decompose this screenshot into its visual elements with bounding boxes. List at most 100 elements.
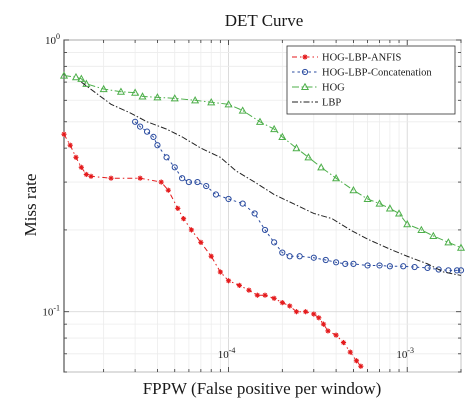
data-point-hog-lbp-concatenation xyxy=(154,142,161,149)
data-point-hog-lbp-anfis xyxy=(320,321,327,327)
data-point-hog xyxy=(59,71,69,79)
data-point-hog-lbp-concatenation xyxy=(364,262,371,269)
data-point-hog-lbp-anfis xyxy=(316,315,322,321)
data-point-hog xyxy=(153,93,162,101)
legend-label-hog: HOG xyxy=(322,83,345,94)
data-point-hog xyxy=(429,231,438,240)
legend-marker-hog xyxy=(300,82,310,91)
data-point-hog-lbp-concatenation xyxy=(150,133,157,140)
data-point-hog-lbp-concatenation xyxy=(143,128,151,135)
data-point-hog-lbp-concatenation xyxy=(239,200,246,207)
data-point-hog xyxy=(349,185,358,194)
data-point-hog-lbp-concatenation xyxy=(203,182,210,190)
series-line-hog xyxy=(63,75,462,249)
data-point-hog-lbp-concatenation xyxy=(435,266,442,273)
x-tick-label: 10-4 xyxy=(218,346,236,361)
data-point-hog xyxy=(170,94,179,102)
series-hog xyxy=(59,71,466,251)
data-point-hog xyxy=(292,143,301,152)
data-point-hog-lbp-anfis xyxy=(311,311,317,317)
data-point-hog-lbp-anfis xyxy=(198,239,204,245)
data-point-hog xyxy=(332,173,341,182)
data-point-hog-lbp-anfis xyxy=(217,269,223,275)
data-point-hog xyxy=(270,124,279,133)
data-point-hog-lbp-anfis xyxy=(333,332,339,338)
data-point-hog-lbp-concatenation xyxy=(453,267,461,274)
data-point-hog-lbp-anfis xyxy=(246,287,252,293)
data-point-hog xyxy=(363,194,372,203)
data-point-hog xyxy=(207,98,216,106)
data-point-hog-lbp-concatenation xyxy=(132,118,139,125)
data-point-hog-lbp-concatenation xyxy=(185,178,192,186)
data-point-hog-lbp-concatenation xyxy=(310,254,317,261)
x-tick-label: 10-3 xyxy=(396,346,414,361)
data-point-hog xyxy=(304,153,313,161)
data-point-hog xyxy=(255,117,265,125)
data-point-hog-lbp-anfis xyxy=(67,142,73,148)
data-point-hog-lbp-concatenation xyxy=(424,264,431,271)
series-hog-lbp-concatenation xyxy=(132,118,465,274)
data-point-hog-lbp-anfis xyxy=(188,227,195,233)
data-point-hog-lbp-anfis xyxy=(208,253,214,259)
data-point-hog xyxy=(403,219,412,228)
x-axis-label: FPPW (False positive per window) xyxy=(143,379,382,398)
data-point-hog xyxy=(191,96,200,104)
data-point-hog-lbp-anfis xyxy=(137,175,143,181)
data-point-hog xyxy=(116,87,126,95)
data-point-hog-lbp-anfis xyxy=(279,300,285,306)
data-point-hog-lbp-concatenation xyxy=(171,164,178,171)
data-point-hog-lbp-concatenation xyxy=(163,154,170,161)
data-point-hog-lbp-concatenation xyxy=(350,260,357,267)
series-line-hog-lbp-concatenation xyxy=(134,121,461,271)
data-point-hog-lbp-anfis xyxy=(175,205,181,212)
data-point-hog-lbp-anfis xyxy=(254,292,260,298)
data-point-hog-lbp-anfis xyxy=(347,349,353,355)
data-point-hog-lbp-concatenation xyxy=(179,175,186,182)
data-point-hog-lbp-concatenation xyxy=(212,191,220,198)
data-point-hog xyxy=(71,72,81,81)
data-point-hog-lbp-anfis xyxy=(287,303,293,309)
data-point-hog-lbp-concatenation xyxy=(279,249,286,256)
data-point-hog xyxy=(82,79,91,87)
series-hog-lbp-anfis xyxy=(61,131,364,369)
data-point-hog-lbp-anfis xyxy=(262,292,268,298)
data-point-hog-lbp-concatenation xyxy=(286,253,293,260)
data-point-hog-lbp-anfis xyxy=(108,175,114,181)
data-point-hog-lbp-anfis xyxy=(325,328,331,334)
data-point-hog-lbp-anfis xyxy=(73,154,79,160)
legend-label-hog-lbp-concatenation: HOG-LBP-Concatenation xyxy=(322,68,432,79)
legend-marker-hog-lbp-concatenation xyxy=(301,68,309,76)
data-point-hog-lbp-concatenation xyxy=(322,256,329,264)
data-point-hog xyxy=(224,100,233,108)
data-point-hog-lbp-anfis xyxy=(303,309,309,315)
data-point-hog xyxy=(238,106,247,114)
data-point-hog xyxy=(278,132,287,140)
data-point-hog-lbp-concatenation xyxy=(251,210,258,217)
data-point-hog-lbp-concatenation xyxy=(333,259,340,266)
data-point-hog-lbp-concatenation xyxy=(137,123,144,130)
data-point-hog-lbp-concatenation xyxy=(400,263,407,270)
data-point-hog-lbp-anfis xyxy=(353,358,360,364)
data-point-hog-lbp-anfis xyxy=(180,216,187,222)
data-point-hog xyxy=(375,199,384,207)
data-point-hog-lbp-anfis xyxy=(88,173,94,179)
legend: HOG-LBP-ANFIS HOG-LBP-Concatenation HOG LBP xyxy=(286,45,456,115)
chart-title: DET Curve xyxy=(225,11,304,30)
data-point-hog-lbp-concatenation xyxy=(376,262,383,269)
data-point-hog xyxy=(99,84,108,93)
data-point-hog-lbp-anfis xyxy=(225,278,232,284)
data-point-hog-lbp-anfis xyxy=(236,282,242,288)
data-point-hog-lbp-anfis xyxy=(165,187,171,193)
data-point-hog-lbp-anfis xyxy=(61,131,67,137)
y-tick-label: 10-1 xyxy=(42,304,60,319)
data-point-hog-lbp-anfis xyxy=(358,363,364,369)
series-lbp xyxy=(81,81,462,276)
data-point-hog xyxy=(77,74,86,82)
legend-box xyxy=(286,45,456,115)
data-point-hog-lbp-anfis xyxy=(271,295,277,301)
data-point-hog-lbp-concatenation xyxy=(386,263,393,270)
data-point-hog-lbp-concatenation xyxy=(342,260,349,267)
legend-label-hog-lbp-anfis: HOG-LBP-ANFIS xyxy=(322,53,402,64)
data-point-hog-lbp-concatenation xyxy=(296,253,303,260)
data-point-hog-lbp-concatenation xyxy=(225,195,232,203)
